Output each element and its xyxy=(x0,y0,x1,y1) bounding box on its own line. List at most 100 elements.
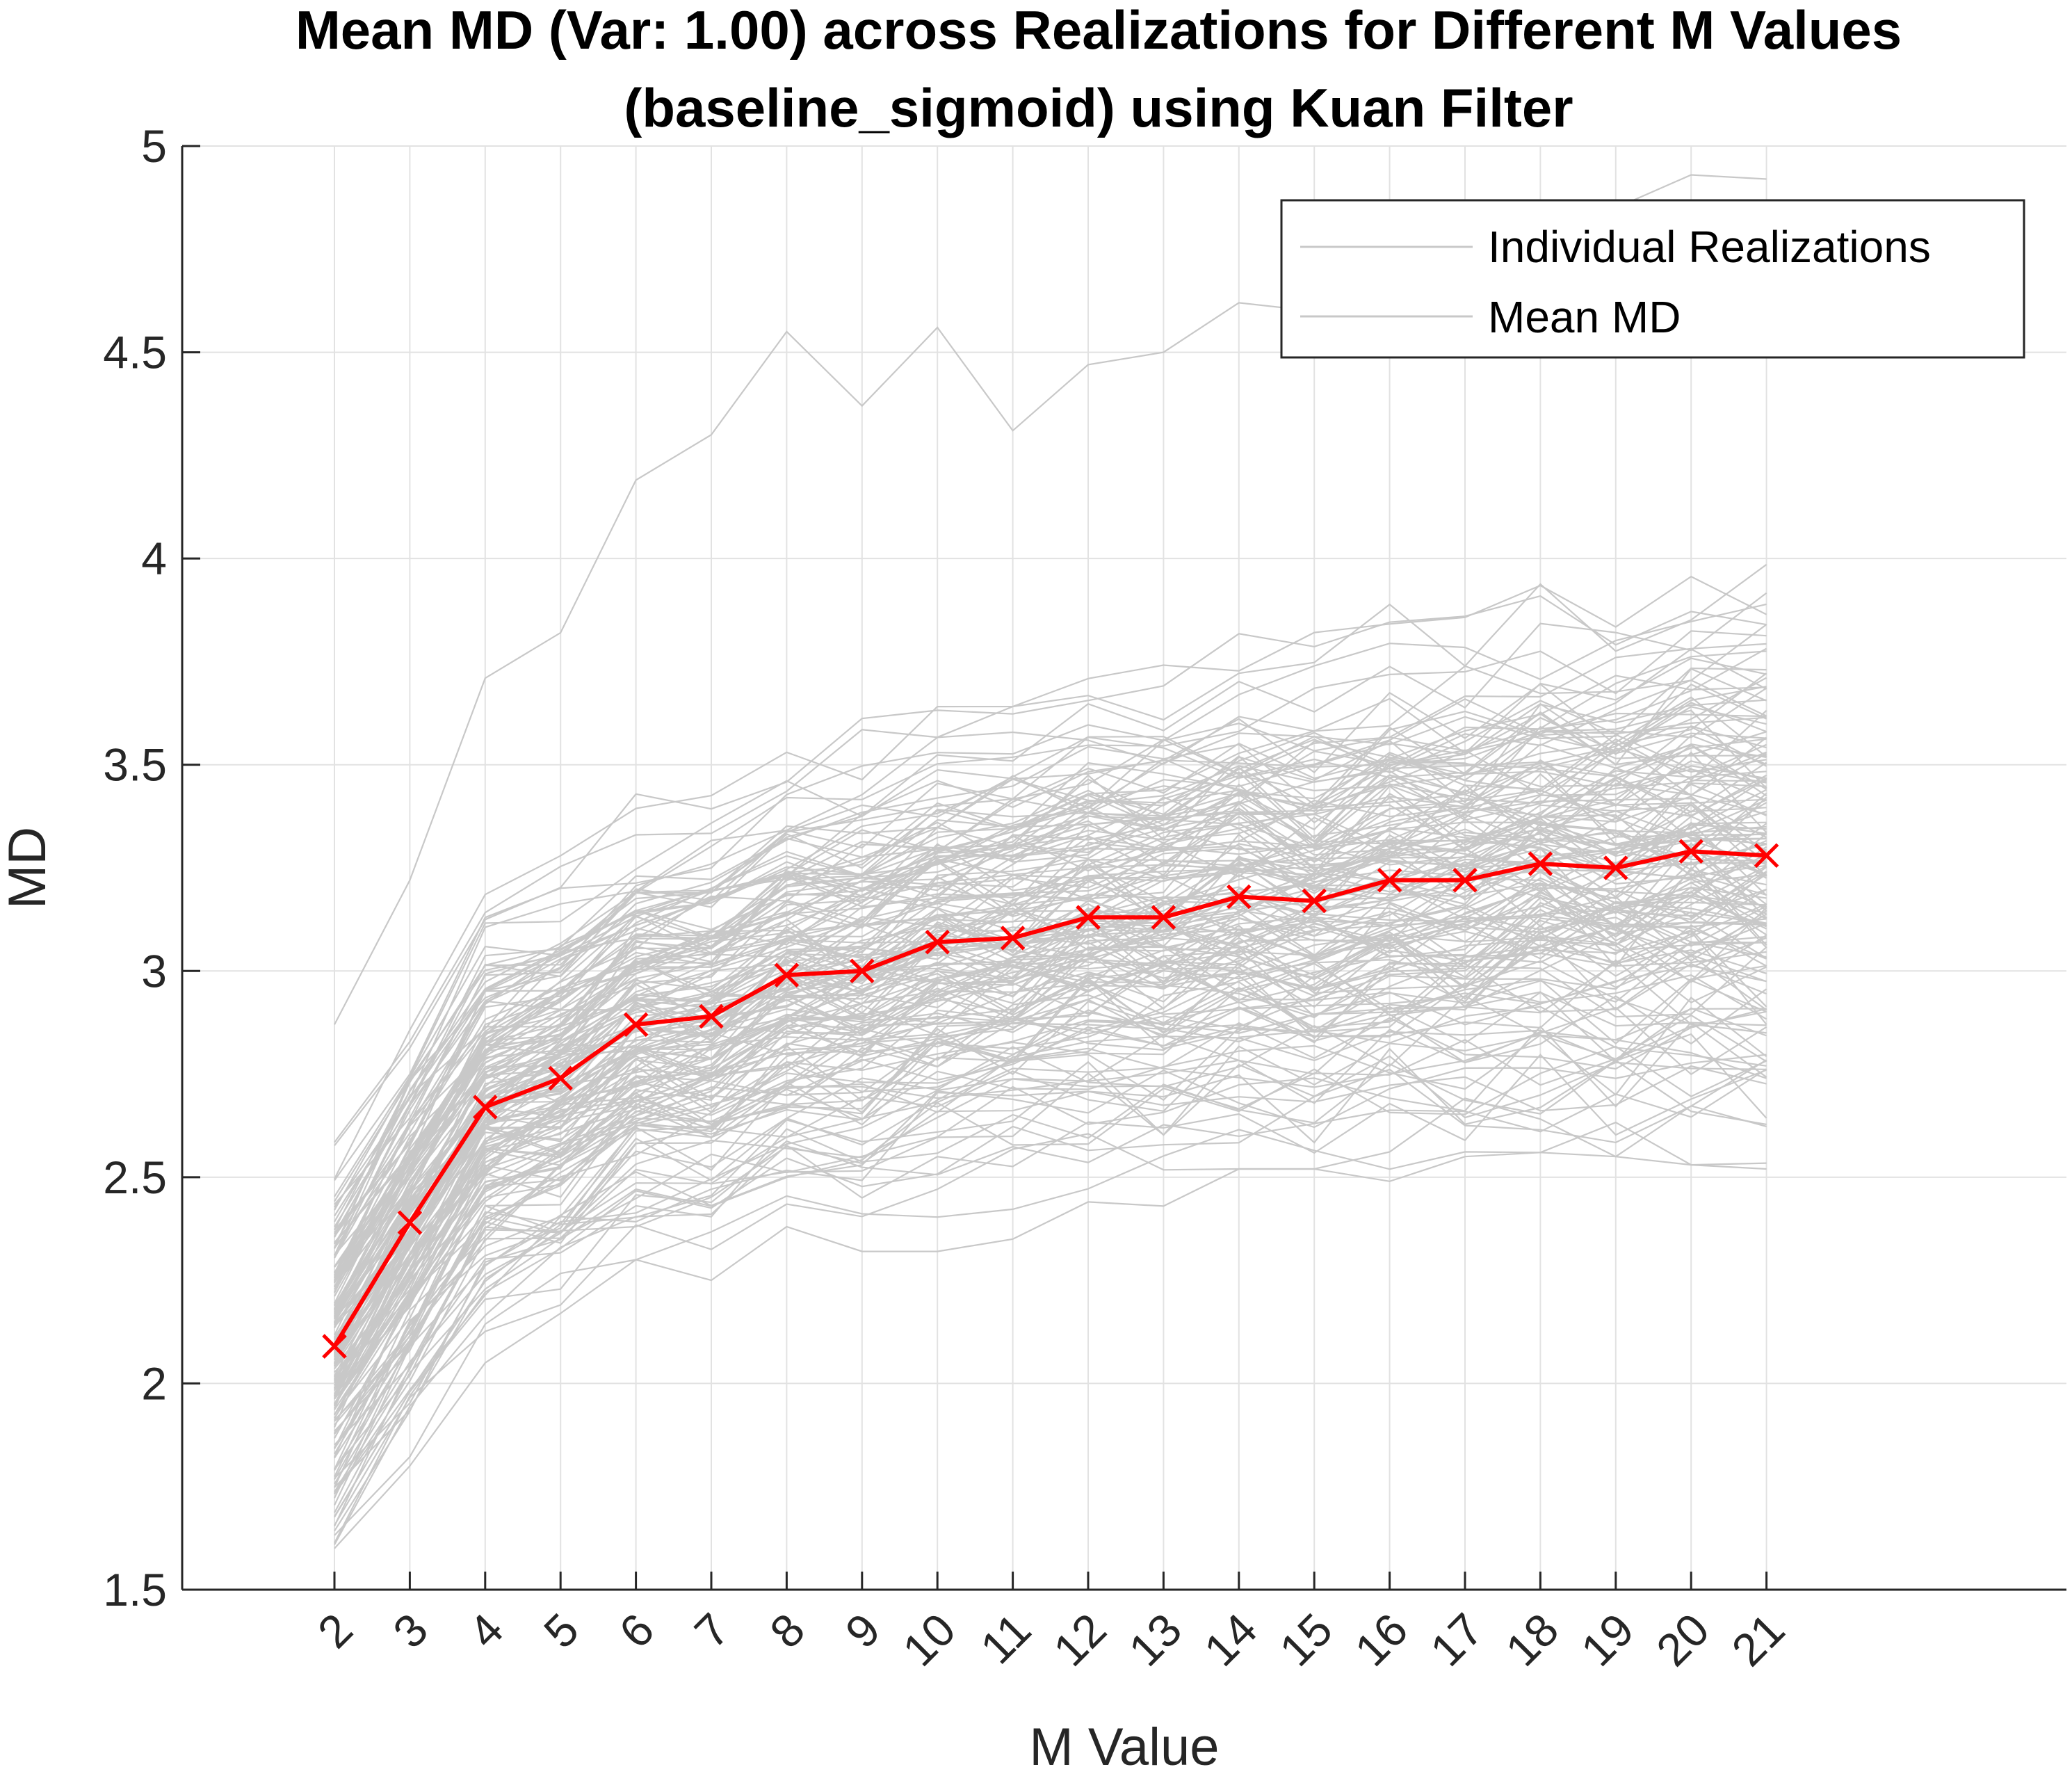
marker-stroke xyxy=(1452,868,1478,893)
mean-md-marker xyxy=(774,962,800,987)
marker-stroke xyxy=(1678,839,1703,864)
realization-line xyxy=(334,760,1767,1267)
realization-line xyxy=(334,643,1767,1217)
realization-line xyxy=(334,907,1767,1405)
mean-md-marker xyxy=(1603,855,1628,880)
realization-line xyxy=(334,575,1767,1179)
y-tick-label: 2 xyxy=(141,1357,167,1409)
mean-md-marker xyxy=(850,958,875,984)
mean-md-marker xyxy=(473,1095,498,1120)
mean-md-marker xyxy=(1151,905,1176,930)
realization-line xyxy=(334,1010,1767,1506)
mean-md-marker xyxy=(623,1012,649,1038)
mean-md-line xyxy=(332,849,1767,1348)
marker-stroke xyxy=(1377,868,1402,893)
y-tick-label: 1.5 xyxy=(103,1564,167,1615)
legend-box xyxy=(1280,199,2025,359)
mean-md-marker xyxy=(1377,868,1402,893)
realization-line xyxy=(333,683,1767,1249)
y-tick-label: 2.5 xyxy=(103,1152,167,1203)
realization-line xyxy=(334,752,1767,1316)
realization-line xyxy=(334,930,1767,1439)
realization-line xyxy=(334,648,1767,1202)
realization-line xyxy=(334,865,1767,1366)
marker-stroke xyxy=(1528,851,1553,876)
realization-line xyxy=(334,736,1767,1297)
marker-stroke xyxy=(699,1003,724,1029)
realization-line xyxy=(334,743,1767,1309)
realization-line xyxy=(334,563,1767,1143)
realization-line xyxy=(334,901,1767,1415)
realization-line xyxy=(334,744,1767,1273)
marker-stroke xyxy=(623,1012,649,1038)
marker-stroke xyxy=(322,1334,347,1359)
mean-md-marker xyxy=(1000,926,1026,951)
realization-line xyxy=(334,793,1767,1304)
mean-md-marker xyxy=(1528,851,1553,876)
realization-line xyxy=(334,930,1767,1435)
realization-line xyxy=(334,888,1767,1398)
mean-md-marker xyxy=(1076,905,1101,930)
realization-line xyxy=(334,802,1767,1318)
realization-line xyxy=(334,842,1767,1352)
y-tick-label: 3 xyxy=(141,945,167,997)
realization-line xyxy=(334,881,1767,1358)
marker-stroke xyxy=(1227,884,1252,910)
marker-stroke xyxy=(473,1095,498,1120)
realization-line xyxy=(334,668,1767,1245)
chart-title: Mean MD (Var: 1.00) across Realizations … xyxy=(296,0,1902,60)
realization-line xyxy=(334,960,1767,1421)
y-tick-label: 3.5 xyxy=(103,739,167,791)
realization-line xyxy=(334,994,1767,1471)
realization-line xyxy=(334,833,1767,1350)
realization-line xyxy=(334,1008,1767,1481)
realization-line xyxy=(334,1047,1767,1488)
y-axis-label: MD xyxy=(0,827,57,909)
realization-line xyxy=(334,592,1767,1197)
realization-line xyxy=(334,954,1767,1455)
realization-line xyxy=(334,777,1767,1336)
realization-line xyxy=(334,1054,1767,1545)
mean-md-marker xyxy=(322,1334,347,1359)
realization-line xyxy=(334,624,1767,1208)
realization-line xyxy=(334,738,1767,1277)
realization-line xyxy=(334,696,1767,1276)
marker-stroke xyxy=(1603,855,1628,880)
realization-line xyxy=(334,751,1767,1268)
realization-line xyxy=(334,1059,1767,1544)
y-tick-label: 5 xyxy=(141,120,167,172)
axes xyxy=(181,145,2066,1591)
marker-stroke xyxy=(1151,905,1176,930)
mean-md-marker xyxy=(1452,868,1478,893)
mean-md-marker xyxy=(397,1210,423,1235)
realization-line xyxy=(334,1068,1767,1517)
realization-line xyxy=(334,926,1767,1415)
realization-line xyxy=(334,1097,1767,1526)
realization-line xyxy=(334,939,1767,1400)
realization-line xyxy=(334,765,1767,1288)
realization-line xyxy=(334,935,1767,1422)
mean-md-marker xyxy=(548,1065,573,1091)
realization-line xyxy=(334,997,1767,1492)
realization-line xyxy=(334,650,1767,1235)
realization-line xyxy=(334,687,1767,1238)
realization-line xyxy=(334,773,1767,1323)
realization-line xyxy=(333,988,1767,1488)
marker-stroke xyxy=(1076,905,1101,930)
marker-stroke xyxy=(397,1210,423,1235)
realization-line xyxy=(334,974,1767,1426)
realization-line xyxy=(334,877,1767,1381)
mean-md-marker xyxy=(1302,888,1327,914)
realization-line xyxy=(334,725,1767,1274)
x-axis-label: M Value xyxy=(1029,1718,1219,1777)
mean-md-marker xyxy=(925,929,950,955)
marker-stroke xyxy=(850,958,875,984)
realization-line xyxy=(334,761,1767,1268)
realization-line xyxy=(334,726,1767,1259)
realization-line xyxy=(334,944,1767,1405)
realization-line xyxy=(334,603,1767,1181)
realization-line xyxy=(334,1121,1767,1536)
mean-md-marker xyxy=(1754,843,1779,868)
realization-line xyxy=(334,842,1767,1344)
